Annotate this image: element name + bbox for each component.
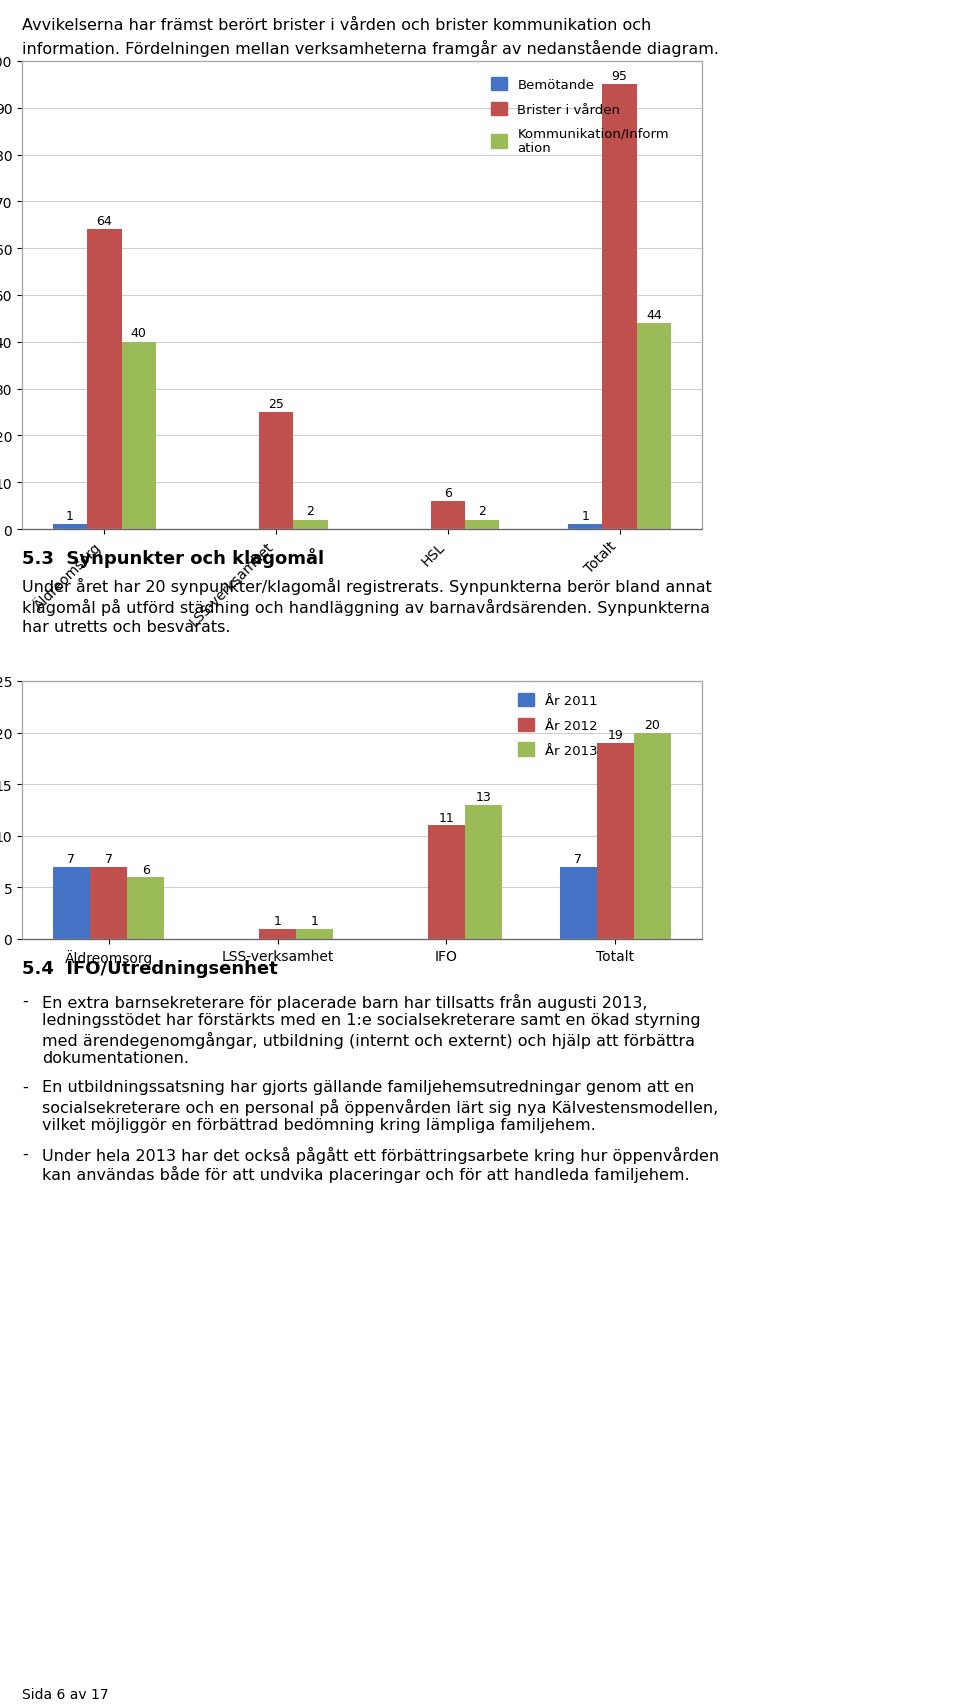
Text: -: - bbox=[22, 1079, 28, 1094]
Text: 6: 6 bbox=[142, 864, 150, 876]
Text: Under hela 2013 har det också pågått ett förbättringsarbete kring hur öppenvårde: Under hela 2013 har det också pågått ett… bbox=[42, 1147, 719, 1164]
Text: 1: 1 bbox=[582, 510, 589, 522]
Bar bbox=[634, 734, 671, 939]
Bar bbox=[431, 502, 465, 529]
Text: har utretts och besvarats.: har utretts och besvarats. bbox=[22, 620, 230, 635]
Legend: Bemötande, Brister i vården, Kommunikation/Inform
ation: Bemötande, Brister i vården, Kommunikati… bbox=[491, 79, 669, 155]
Bar bbox=[259, 413, 294, 529]
Text: 40: 40 bbox=[131, 328, 147, 340]
Text: med ärendegenomgångar, utbildning (internt och externt) och hjälp att förbättra: med ärendegenomgångar, utbildning (inter… bbox=[42, 1031, 695, 1048]
Text: dokumentationen.: dokumentationen. bbox=[42, 1050, 189, 1065]
Text: 7: 7 bbox=[105, 854, 112, 865]
Bar bbox=[90, 867, 128, 939]
Legend: År 2011, År 2012, År 2013: År 2011, År 2012, År 2013 bbox=[518, 693, 597, 758]
Bar bbox=[128, 877, 164, 939]
Bar bbox=[296, 929, 333, 939]
Bar bbox=[560, 867, 597, 939]
Text: 1: 1 bbox=[66, 510, 74, 522]
Text: 25: 25 bbox=[268, 398, 284, 410]
Bar bbox=[294, 521, 327, 529]
Bar bbox=[53, 526, 87, 529]
Bar bbox=[465, 806, 502, 939]
Text: 1: 1 bbox=[274, 915, 281, 927]
Text: 20: 20 bbox=[644, 719, 660, 732]
Bar bbox=[53, 867, 90, 939]
Text: 11: 11 bbox=[439, 811, 454, 824]
Text: 44: 44 bbox=[646, 309, 661, 321]
Bar bbox=[122, 343, 156, 529]
Text: 5.4  IFO/Utredningsenhet: 5.4 IFO/Utredningsenhet bbox=[22, 959, 277, 978]
Text: 19: 19 bbox=[608, 729, 623, 743]
Text: Under året har 20 synpunkter/klagomål registrerats. Synpunkterna berör bland ann: Under året har 20 synpunkter/klagomål re… bbox=[22, 577, 712, 594]
Text: 2: 2 bbox=[306, 505, 315, 517]
Text: kan användas både för att undvika placeringar och för att handleda familjehem.: kan användas både för att undvika placer… bbox=[42, 1166, 689, 1183]
Text: Sida 6 av 17: Sida 6 av 17 bbox=[22, 1687, 108, 1700]
Bar bbox=[465, 521, 499, 529]
Text: En extra barnsekreterare för placerade barn har tillsatts från augusti 2013,: En extra barnsekreterare för placerade b… bbox=[42, 993, 647, 1011]
Text: 6: 6 bbox=[444, 486, 452, 498]
Text: information. Fördelningen mellan verksamheterna framgår av nedanstående diagram.: information. Fördelningen mellan verksam… bbox=[22, 39, 719, 56]
Text: 1: 1 bbox=[311, 915, 319, 927]
Text: Avvikelserna har främst berört brister i vården och brister kommunikation och: Avvikelserna har främst berört brister i… bbox=[22, 19, 651, 32]
Bar bbox=[428, 826, 465, 939]
Bar bbox=[22, 681, 702, 939]
Text: ledningsstödet har förstärkts med en 1:e socialsekreterare samt en ökad styrning: ledningsstödet har förstärkts med en 1:e… bbox=[42, 1012, 701, 1028]
Bar bbox=[603, 85, 636, 529]
Bar bbox=[22, 61, 702, 529]
Text: -: - bbox=[22, 993, 28, 1009]
Bar bbox=[259, 929, 296, 939]
Text: 2: 2 bbox=[478, 505, 486, 517]
Text: 5.3  Synpunkter och klagomål: 5.3 Synpunkter och klagomål bbox=[22, 548, 324, 568]
Bar bbox=[87, 230, 122, 529]
Text: vilket möjliggör en förbättrad bedömning kring lämpliga familjehem.: vilket möjliggör en förbättrad bedömning… bbox=[42, 1118, 596, 1132]
Text: 13: 13 bbox=[476, 790, 492, 804]
Text: klagomål på utförd städning och handläggning av barnavårdsärenden. Synpunkterna: klagomål på utförd städning och handlägg… bbox=[22, 599, 710, 616]
Bar bbox=[597, 744, 634, 939]
Text: 95: 95 bbox=[612, 70, 628, 84]
Text: -: - bbox=[22, 1147, 28, 1161]
Bar bbox=[636, 324, 671, 529]
Text: 7: 7 bbox=[67, 854, 76, 865]
Text: 7: 7 bbox=[574, 854, 582, 865]
Text: En utbildningssatsning har gjorts gällande familjehemsutredningar genom att en: En utbildningssatsning har gjorts gällan… bbox=[42, 1079, 694, 1094]
Bar bbox=[568, 526, 603, 529]
Text: socialsekreterare och en personal på öppenvården lärt sig nya Kälvestensmodellen: socialsekreterare och en personal på öpp… bbox=[42, 1098, 718, 1115]
Text: 64: 64 bbox=[97, 215, 112, 229]
